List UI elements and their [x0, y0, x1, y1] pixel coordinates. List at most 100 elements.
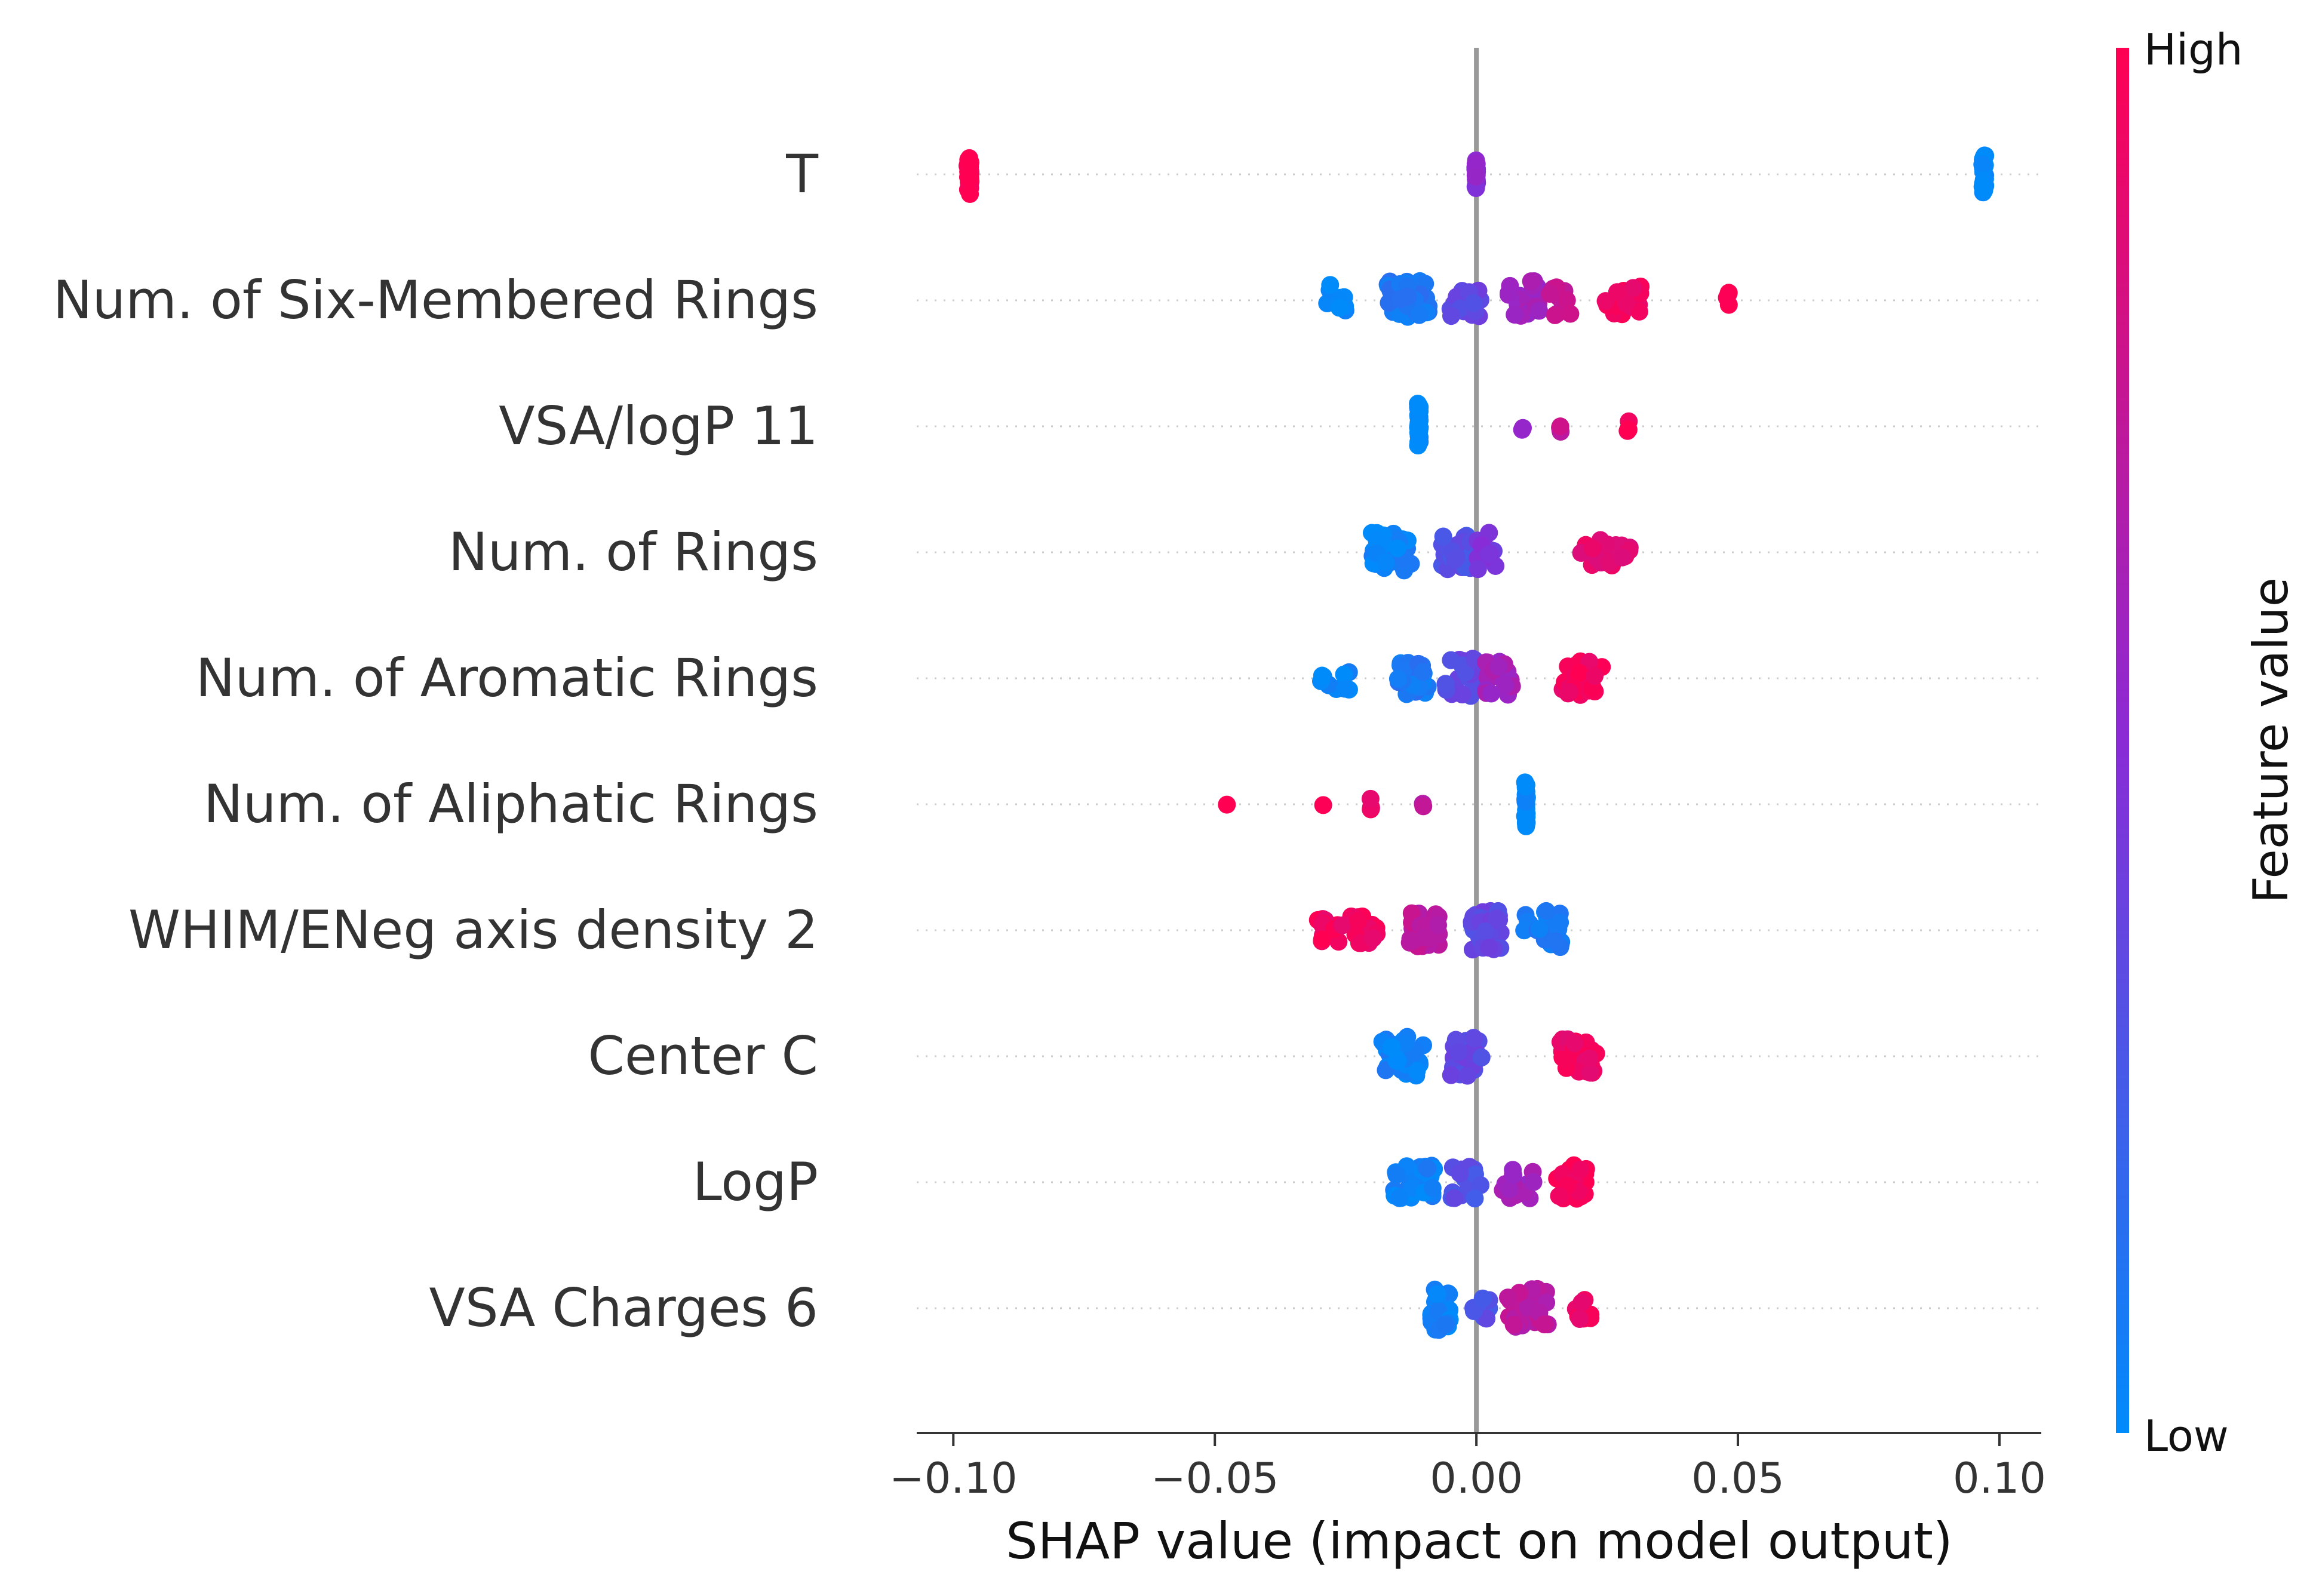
- shap-point: [1516, 777, 1535, 796]
- shap-point: [1389, 669, 1407, 688]
- shap-point: [1488, 909, 1506, 928]
- x-axis-label: SHAP value (impact on model output): [1006, 1512, 1952, 1570]
- shap-point: [1551, 417, 1569, 436]
- shap-point: [1550, 1187, 1568, 1206]
- shap-point: [1537, 902, 1556, 920]
- shap-point: [1403, 932, 1421, 951]
- colorbar-title: Feature value: [2243, 577, 2299, 903]
- shap-point: [1428, 1285, 1446, 1303]
- shap-point: [1541, 285, 1559, 303]
- shap-point: [1608, 283, 1626, 302]
- shap-point: [1517, 816, 1535, 834]
- row-guides: [917, 173, 2041, 1309]
- shap-point: [1335, 679, 1354, 698]
- feature-label: WHIM/ENeg axis density 2: [128, 899, 818, 961]
- shap-point: [1624, 279, 1642, 297]
- shap-point: [1973, 177, 1992, 196]
- shap-point: [1619, 420, 1638, 439]
- x-ticks: −0.10 −0.05 0.00 0.05 0.10: [889, 1433, 2046, 1503]
- shap-point: [1973, 155, 1992, 174]
- shap-point: [1516, 792, 1535, 811]
- shap-point: [1429, 916, 1448, 934]
- shap-point: [1402, 904, 1421, 922]
- x-tick-label: 0.00: [1430, 1454, 1523, 1503]
- x-tick-label: −0.05: [1151, 1454, 1279, 1503]
- shap-point: [1500, 284, 1518, 303]
- feature-label: Num. of Rings: [449, 521, 818, 583]
- shap-point: [1489, 657, 1508, 676]
- shap-point: [1218, 795, 1236, 814]
- shap-point: [1613, 548, 1632, 567]
- shap-point: [1465, 1029, 1483, 1048]
- shap-point: [1314, 796, 1332, 814]
- shap-point: [1467, 167, 1485, 186]
- colorbar-high-label: High: [2144, 24, 2243, 75]
- shap-point: [1409, 418, 1427, 436]
- shap-point: [1330, 299, 1349, 317]
- shap-point: [1349, 912, 1367, 930]
- shap-point: [1469, 560, 1487, 579]
- shap-point: [1514, 419, 1532, 437]
- shap-point: [1418, 1160, 1437, 1178]
- shap-point: [1434, 527, 1452, 546]
- shap-point: [1555, 1050, 1574, 1069]
- shap-point: [1515, 921, 1534, 940]
- shap-point: [1535, 1315, 1554, 1334]
- shap-point: [1377, 553, 1395, 571]
- shap-point: [1522, 272, 1540, 291]
- shap-point: [1498, 1289, 1517, 1307]
- shap-point: [1464, 294, 1483, 312]
- x-tick-label: 0.05: [1691, 1454, 1784, 1503]
- shap-point: [1411, 398, 1429, 416]
- shap-point: [1496, 676, 1515, 694]
- shap-point: [1364, 929, 1383, 948]
- shap-point: [1718, 288, 1736, 307]
- shap-point: [961, 168, 979, 186]
- shap-point: [1383, 1038, 1401, 1056]
- shap-point: [1504, 1166, 1523, 1184]
- shap-point: [1423, 1179, 1442, 1197]
- shap-point: [1466, 1189, 1484, 1208]
- shap-point: [1313, 666, 1331, 685]
- shap-point: [1560, 682, 1578, 701]
- shap-point: [1442, 307, 1460, 325]
- shap-point: [1571, 1160, 1589, 1179]
- shap-point: [1530, 920, 1549, 939]
- shap-point: [1546, 932, 1564, 951]
- shap-point: [1442, 1066, 1460, 1084]
- shap-point: [1504, 1315, 1523, 1334]
- shap-point: [1530, 302, 1549, 320]
- shap-point: [1387, 1166, 1406, 1184]
- shap-point: [1390, 1189, 1409, 1207]
- feature-label: LogP: [693, 1151, 818, 1213]
- shap-point: [1558, 291, 1576, 309]
- shap-point: [1335, 665, 1353, 684]
- shap-point: [1414, 797, 1433, 816]
- colorbar: [2116, 48, 2129, 1433]
- shap-point: [1388, 539, 1406, 558]
- shap-point: [1630, 302, 1648, 321]
- shap-point: [1524, 1173, 1543, 1191]
- data-points: [958, 146, 1995, 1339]
- shap-point: [1399, 287, 1417, 306]
- shap-point: [1581, 1063, 1600, 1082]
- shap-point: [1449, 1043, 1468, 1062]
- colorbar-low-label: Low: [2144, 1411, 2229, 1461]
- shap-point: [1580, 1049, 1599, 1068]
- shap-point: [1458, 1066, 1477, 1085]
- shap-point: [1583, 539, 1602, 558]
- x-tick-label: 0.10: [1953, 1454, 2046, 1503]
- shap-point: [1572, 1293, 1591, 1312]
- shap-point: [1361, 789, 1380, 808]
- shap-point: [1570, 664, 1589, 682]
- x-tick-label: −0.10: [889, 1454, 1018, 1503]
- shap-point: [1464, 1302, 1483, 1320]
- feature-label: T: [785, 143, 819, 205]
- feature-label: Num. of Six-Membered Rings: [53, 269, 818, 331]
- shap-point: [1436, 1315, 1455, 1334]
- shap-point: [1436, 675, 1455, 693]
- shap-point: [1367, 530, 1386, 549]
- shap-point: [1551, 913, 1569, 931]
- shap-point: [1472, 1048, 1491, 1067]
- shap-point: [1506, 306, 1524, 324]
